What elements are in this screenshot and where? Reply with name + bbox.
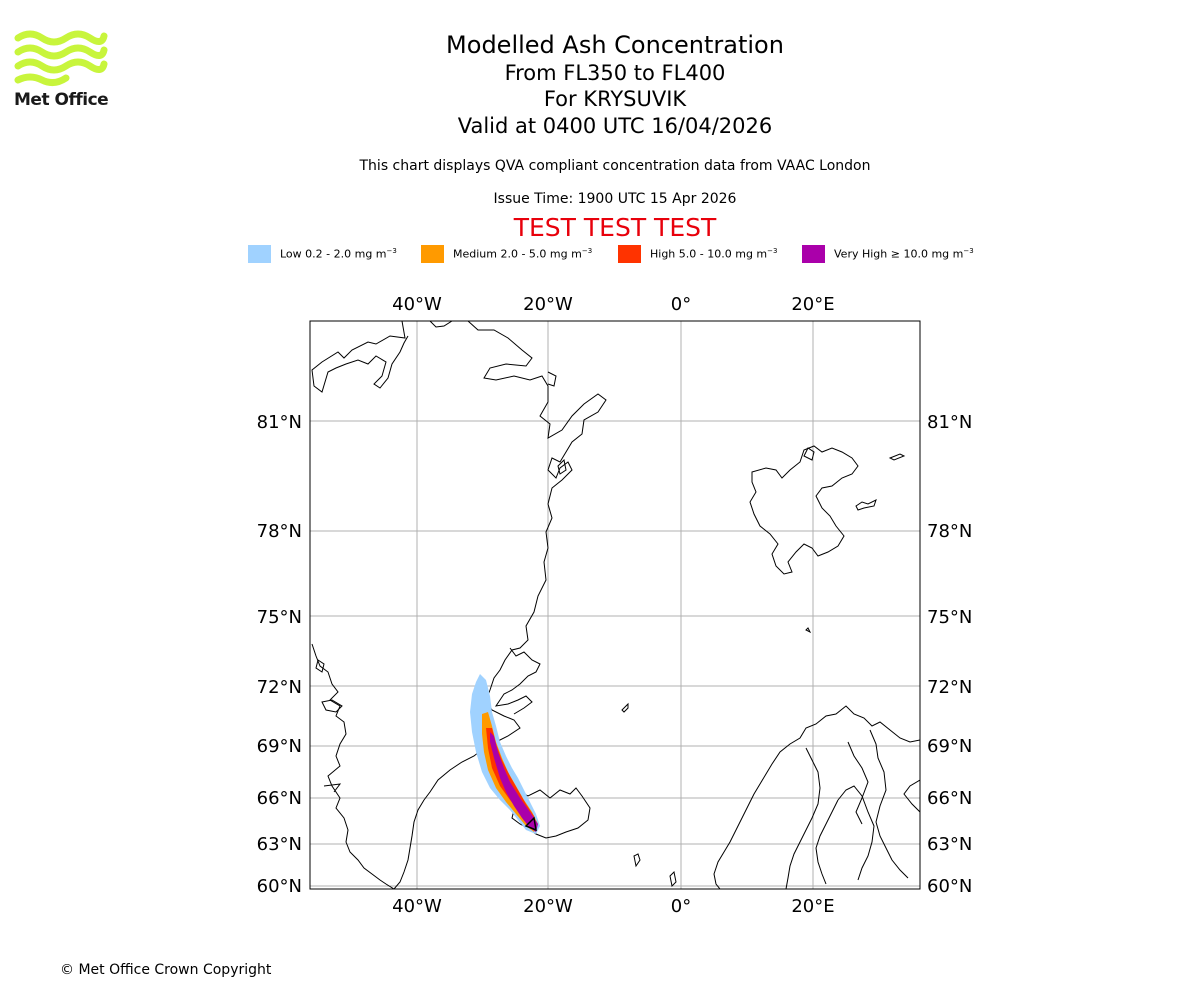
lon-label-top-20w: 20°W [523, 294, 573, 315]
coast-ne-islands-2 [557, 458, 567, 475]
lon-label-top-0: 0° [671, 294, 691, 315]
lat-label-right-72: 72°N [927, 677, 972, 698]
lat-label-left-78: 78°N [257, 521, 302, 542]
map-frame [309, 320, 921, 890]
coast-gulf-bothnia-2 [837, 785, 875, 881]
coast-svalbard-2 [803, 447, 815, 461]
lat-label-right-60: 60°N [927, 876, 972, 897]
border-finland-russia [869, 729, 909, 879]
border-norway-sweden [785, 747, 821, 889]
legend-label-medium: Medium 2.0 - 5.0 mg m−3 [453, 247, 593, 261]
lat-label-left-63: 63°N [257, 834, 302, 855]
logo-text: Met Office [14, 90, 109, 110]
legend-label-low: Low 0.2 - 2.0 mg m−3 [280, 247, 397, 261]
coast-faroes [633, 853, 641, 868]
legend-swatch-medium [421, 245, 444, 263]
lon-label-bottom-40w: 40°W [392, 896, 442, 917]
coast-iceland [507, 787, 591, 839]
coast-ne-islands [547, 371, 557, 387]
coast-kola [903, 779, 920, 813]
coastlines [311, 321, 920, 889]
lon-label-top-40w: 40°W [392, 294, 442, 315]
met-office-logo: Met Office [14, 30, 109, 112]
lon-label-bottom-20e: 20°E [791, 896, 834, 917]
coast-north-greenland [311, 321, 409, 393]
coast-east-greenland-fjords [494, 647, 541, 715]
lat-label-right-81: 81°N [927, 412, 972, 433]
lat-label-right-66: 66°N [927, 788, 972, 809]
coast-north-greenland-2 [429, 321, 453, 328]
lat-label-right-63: 63°N [927, 834, 972, 855]
test-banner: TEST TEST TEST [513, 213, 717, 242]
title-block: Modelled Ash Concentration From FL350 to… [215, 30, 1015, 141]
lat-label-left-75: 75°N [257, 607, 302, 628]
flight-levels: From FL350 to FL400 [504, 61, 726, 85]
chart-description: This chart displays QVA compliant concen… [359, 158, 871, 174]
coast-scandinavia [713, 705, 920, 889]
coast-gulf-bothnia [815, 799, 839, 885]
legend-swatch-low [248, 245, 271, 263]
issue-time: Issue Time: 1900 UTC 15 Apr 2026 [493, 191, 737, 207]
lon-label-top-20e: 20°E [791, 294, 834, 315]
coast-disko-2 [323, 783, 342, 793]
lat-label-left-66: 66°N [257, 788, 302, 809]
coast-shetland [669, 870, 677, 888]
lat-label-left-60: 60°N [257, 876, 302, 897]
coast-west-greenland [311, 643, 395, 889]
legend-label-very-high: Very High ≥ 10.0 mg m−3 [834, 247, 974, 261]
legend-label-high: High 5.0 - 10.0 mg m−3 [650, 247, 778, 261]
coast-disko [321, 699, 343, 713]
coast-svalbard [749, 445, 859, 575]
coast-bjornoya [805, 627, 812, 634]
coast-kvitoya [888, 453, 906, 461]
plume-very-high [490, 732, 538, 832]
lat-label-left-72: 72°N [257, 677, 302, 698]
coast-west-greenland-2 [315, 659, 325, 673]
coast-peary-land [393, 321, 607, 889]
copyright-notice: © Met Office Crown Copyright [60, 962, 272, 978]
legend-swatch-very-high [802, 245, 825, 263]
legend-very-high: Very High ≥ 10.0 mg m−3 [802, 245, 974, 263]
ash-plume [470, 674, 540, 834]
border-sweden-finland [847, 741, 869, 825]
chart-title: Modelled Ash Concentration [446, 31, 784, 59]
coast-jan-mayen [621, 702, 629, 713]
legend-high: High 5.0 - 10.0 mg m−3 [618, 245, 777, 263]
lat-label-right-69: 69°N [927, 736, 972, 757]
lon-label-bottom-20w: 20°W [523, 896, 573, 917]
lon-label-bottom-0: 0° [671, 896, 691, 917]
legend-low: Low 0.2 - 2.0 mg m−3 [248, 245, 397, 263]
legend-medium: Medium 2.0 - 5.0 mg m−3 [421, 245, 592, 263]
coast-kong-karls [855, 499, 877, 511]
valid-time: Valid at 0400 UTC 16/04/2026 [457, 114, 773, 138]
legend-swatch-high [618, 245, 641, 263]
lat-label-left-69: 69°N [257, 736, 302, 757]
lat-label-right-75: 75°N [927, 607, 972, 628]
lat-label-left-81: 81°N [257, 412, 302, 433]
lat-label-right-78: 78°N [927, 521, 972, 542]
map-gridlines [310, 321, 920, 889]
volcano-marker-icon [524, 816, 537, 832]
logo-waves-icon [14, 30, 108, 87]
volcano-name: For KRYSUVIK [543, 87, 687, 111]
